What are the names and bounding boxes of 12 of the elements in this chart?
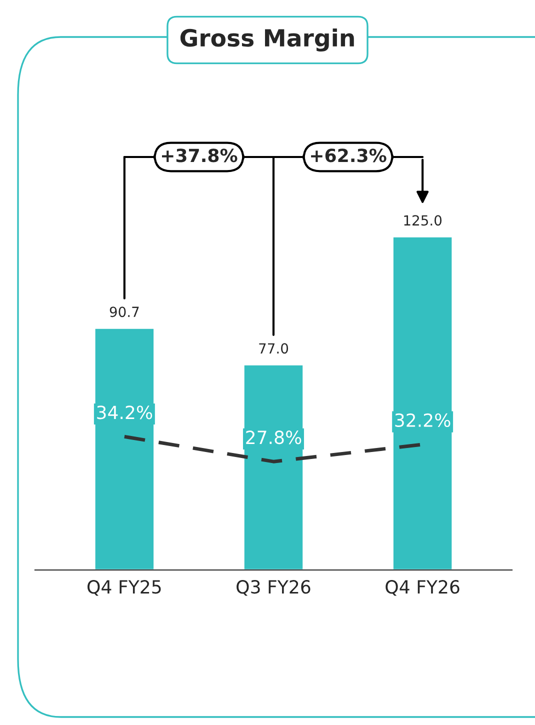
text: +62.3% xyxy=(311,148,386,162)
text: +37.8% xyxy=(162,148,238,162)
x-tick-label: Q3 FY26 xyxy=(236,580,310,596)
x-tick-label: Q4 FY25 xyxy=(88,580,161,596)
data-label: 90.7 xyxy=(110,306,139,318)
data-label: 34.2% xyxy=(97,406,152,420)
data-label: 32.2% xyxy=(395,413,450,428)
data-label: 27.8% xyxy=(246,430,302,444)
chart-title: Gross Margin xyxy=(180,28,354,52)
x-tick-label: Q4 FY26 xyxy=(386,580,460,596)
data-label: 77.0 xyxy=(259,343,288,354)
data-label: 125.0 xyxy=(404,215,442,226)
